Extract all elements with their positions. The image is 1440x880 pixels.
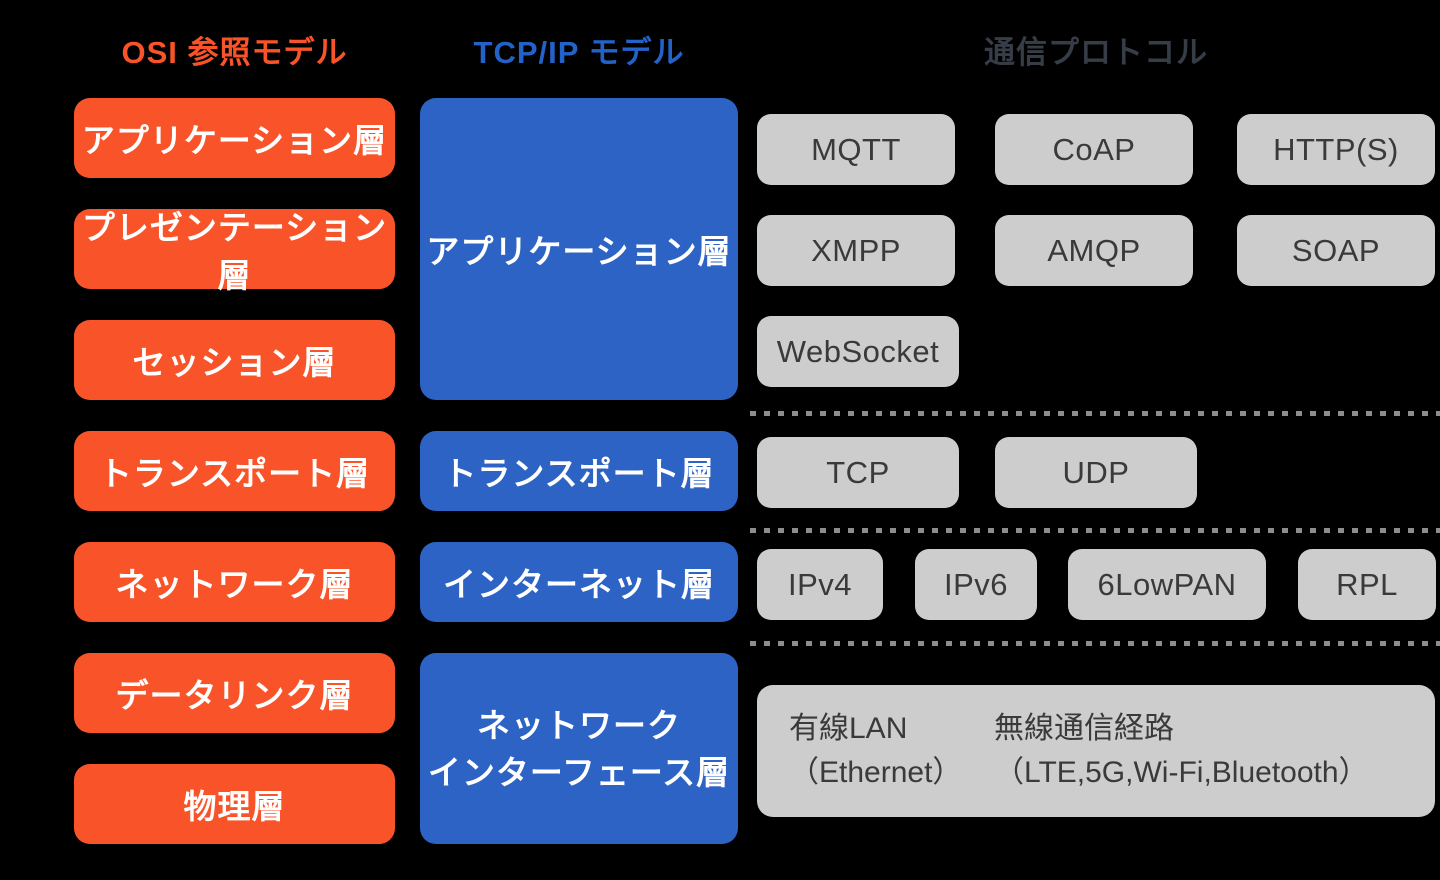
wired-lan-line2: （Ethernet） <box>789 756 963 789</box>
tcpip-network-interface-line1: ネットワーク <box>477 706 681 744</box>
tcpip-layer-application: アプリケーション層 <box>420 98 738 400</box>
osi-model-heading: OSI 参照モデル <box>121 35 348 70</box>
tcpip-layer-internet: インターネット層 <box>420 542 738 622</box>
protocol-rpl: RPL <box>1298 549 1436 620</box>
protocol-coap: CoAP <box>995 114 1193 185</box>
tcpip-layer-transport: トランスポート層 <box>420 431 738 511</box>
protocol-websocket: WebSocket <box>757 316 959 387</box>
protocol-soap: SOAP <box>1237 215 1435 286</box>
protocol-amqp: AMQP <box>995 215 1193 286</box>
protocol-tcp: TCP <box>757 437 959 508</box>
wired-lan-label: 有線LAN （Ethernet） <box>789 707 962 795</box>
protocols-heading: 通信プロトコル <box>984 35 1208 70</box>
osi-layer-physical: 物理層 <box>74 764 395 844</box>
osi-layer-application: アプリケーション層 <box>74 98 395 178</box>
protocol-ipv6: IPv6 <box>915 549 1037 620</box>
wireless-path-line2: （LTE,5G,Wi-Fi,Bluetooth） <box>994 756 1369 789</box>
tcpip-layer-network-interface: ネットワーク インターフェース層 <box>420 653 738 844</box>
tcpip-network-interface-line2: インターフェース層 <box>427 753 731 791</box>
osi-layer-network: ネットワーク層 <box>74 542 395 622</box>
protocol-mqtt: MQTT <box>757 114 955 185</box>
osi-layer-presentation: プレゼンテーション層 <box>74 209 395 294</box>
wired-lan-line1: 有線LAN <box>789 712 908 745</box>
protocol-https: HTTP(S) <box>1237 114 1435 185</box>
wireless-path-line1: 無線通信経路 <box>994 712 1174 745</box>
protocol-udp: UDP <box>995 437 1197 508</box>
dashed-divider-internet-network-interface <box>750 641 1440 646</box>
network-interface-protocols-box: 有線LAN （Ethernet） 無線通信経路 （LTE,5G,Wi-Fi,Bl… <box>757 685 1435 817</box>
wireless-path-label: 無線通信経路 （LTE,5G,Wi-Fi,Bluetooth） <box>994 707 1369 795</box>
tcpip-model-heading: TCP/IP モデル <box>473 35 685 70</box>
protocol-xmpp: XMPP <box>757 215 955 286</box>
dashed-divider-transport-internet <box>750 528 1440 533</box>
osi-layer-datalink: データリンク層 <box>74 653 395 733</box>
protocol-ipv4: IPv4 <box>757 549 883 620</box>
osi-layer-session: セッション層 <box>74 320 395 400</box>
dashed-divider-application-transport <box>750 411 1440 416</box>
protocol-6lowpan: 6LowPAN <box>1068 549 1266 620</box>
osi-layer-transport: トランスポート層 <box>74 431 395 511</box>
